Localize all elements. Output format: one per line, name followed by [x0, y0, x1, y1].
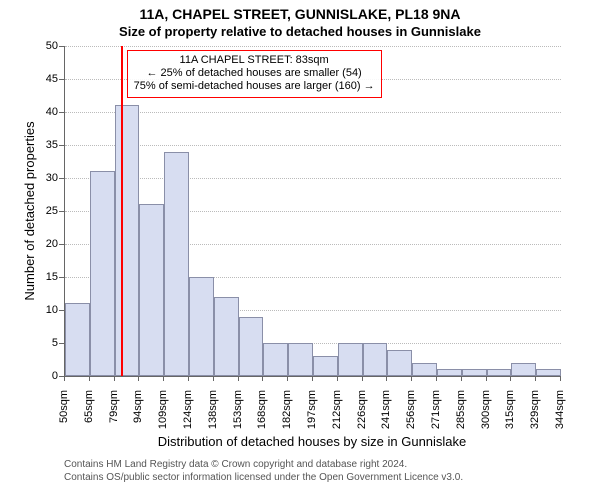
histogram-bar [164, 152, 189, 376]
x-tick-label: 109sqm [157, 390, 169, 440]
y-tick-label: 10 [32, 304, 58, 316]
chart-title-address: 11A, CHAPEL STREET, GUNNISLAKE, PL18 9NA [0, 6, 600, 22]
x-tick-label: 138sqm [207, 390, 219, 440]
histogram-bar [487, 369, 512, 376]
x-tick-label: 271sqm [430, 390, 442, 440]
histogram-bar [189, 277, 214, 376]
x-tick-label: 226sqm [356, 390, 368, 440]
histogram-bar [313, 356, 338, 376]
y-tick-label: 15 [32, 271, 58, 283]
histogram-bar [288, 343, 313, 376]
histogram-bar [115, 105, 140, 376]
x-tick-label: 315sqm [504, 390, 516, 440]
y-tick-label: 5 [32, 337, 58, 349]
x-tick-mark [436, 376, 437, 381]
y-tick-label: 35 [32, 139, 58, 151]
x-tick-label: 94sqm [132, 390, 144, 440]
histogram-bar [65, 303, 90, 376]
y-tick-mark [59, 178, 64, 179]
histogram-bar [462, 369, 487, 376]
x-tick-mark [362, 376, 363, 381]
histogram-bar [214, 297, 239, 376]
x-tick-label: 168sqm [256, 390, 268, 440]
y-tick-label: 40 [32, 106, 58, 118]
annotation-line: 11A CHAPEL STREET: 83sqm [134, 54, 375, 67]
x-tick-label: 65sqm [83, 390, 95, 440]
footer-line1: Contains HM Land Registry data © Crown c… [64, 458, 463, 471]
gridline-h [65, 112, 561, 113]
histogram-bar [263, 343, 288, 376]
x-tick-label: 329sqm [529, 390, 541, 440]
y-tick-mark [59, 79, 64, 80]
y-tick-label: 0 [32, 370, 58, 382]
x-tick-mark [262, 376, 263, 381]
x-tick-mark [287, 376, 288, 381]
y-tick-mark [59, 145, 64, 146]
gridline-h [65, 46, 561, 47]
x-tick-mark [114, 376, 115, 381]
y-tick-label: 20 [32, 238, 58, 250]
footer-line2: Contains OS/public sector information li… [64, 471, 463, 484]
x-tick-label: 344sqm [554, 390, 566, 440]
x-tick-mark [411, 376, 412, 381]
x-tick-mark [461, 376, 462, 381]
x-tick-mark [138, 376, 139, 381]
histogram-bar [437, 369, 462, 376]
x-tick-label: 285sqm [455, 390, 467, 440]
histogram-bar [536, 369, 561, 376]
histogram-bar [412, 363, 437, 376]
x-tick-mark [560, 376, 561, 381]
x-tick-label: 300sqm [480, 390, 492, 440]
x-tick-mark [337, 376, 338, 381]
histogram-plot: 11A CHAPEL STREET: 83sqm← 25% of detache… [64, 46, 561, 377]
x-tick-label: 256sqm [405, 390, 417, 440]
x-tick-label: 50sqm [58, 390, 70, 440]
histogram-bar [239, 317, 264, 376]
property-marker-line [121, 46, 123, 376]
x-tick-label: 182sqm [281, 390, 293, 440]
y-tick-mark [59, 112, 64, 113]
x-tick-mark [213, 376, 214, 381]
x-tick-mark [510, 376, 511, 381]
y-tick-mark [59, 343, 64, 344]
x-tick-mark [89, 376, 90, 381]
x-tick-mark [163, 376, 164, 381]
annotation-box: 11A CHAPEL STREET: 83sqm← 25% of detache… [127, 50, 382, 98]
x-tick-label: 124sqm [182, 390, 194, 440]
y-tick-mark [59, 310, 64, 311]
y-tick-mark [59, 244, 64, 245]
x-tick-mark [188, 376, 189, 381]
histogram-bar [387, 350, 412, 376]
annotation-line: 75% of semi-detached houses are larger (… [134, 80, 375, 93]
x-tick-mark [64, 376, 65, 381]
gridline-h [65, 145, 561, 146]
y-tick-mark [59, 277, 64, 278]
histogram-bar [90, 171, 115, 376]
x-tick-mark [312, 376, 313, 381]
x-tick-label: 212sqm [331, 390, 343, 440]
histogram-bar [338, 343, 363, 376]
x-tick-mark [486, 376, 487, 381]
x-tick-mark [535, 376, 536, 381]
y-tick-label: 25 [32, 205, 58, 217]
x-tick-label: 241sqm [380, 390, 392, 440]
x-tick-label: 79sqm [108, 390, 120, 440]
annotation-line: ← 25% of detached houses are smaller (54… [134, 67, 375, 80]
y-tick-mark [59, 211, 64, 212]
x-tick-mark [386, 376, 387, 381]
x-tick-label: 197sqm [306, 390, 318, 440]
footer-attribution: Contains HM Land Registry data © Crown c… [64, 458, 463, 484]
x-tick-mark [238, 376, 239, 381]
gridline-h [65, 178, 561, 179]
histogram-bar [511, 363, 536, 376]
histogram-bar [363, 343, 388, 376]
chart-title-subtitle: Size of property relative to detached ho… [0, 24, 600, 39]
x-tick-label: 153sqm [232, 390, 244, 440]
y-tick-label: 45 [32, 73, 58, 85]
y-tick-label: 30 [32, 172, 58, 184]
y-tick-mark [59, 46, 64, 47]
histogram-bar [139, 204, 164, 376]
y-tick-label: 50 [32, 40, 58, 52]
